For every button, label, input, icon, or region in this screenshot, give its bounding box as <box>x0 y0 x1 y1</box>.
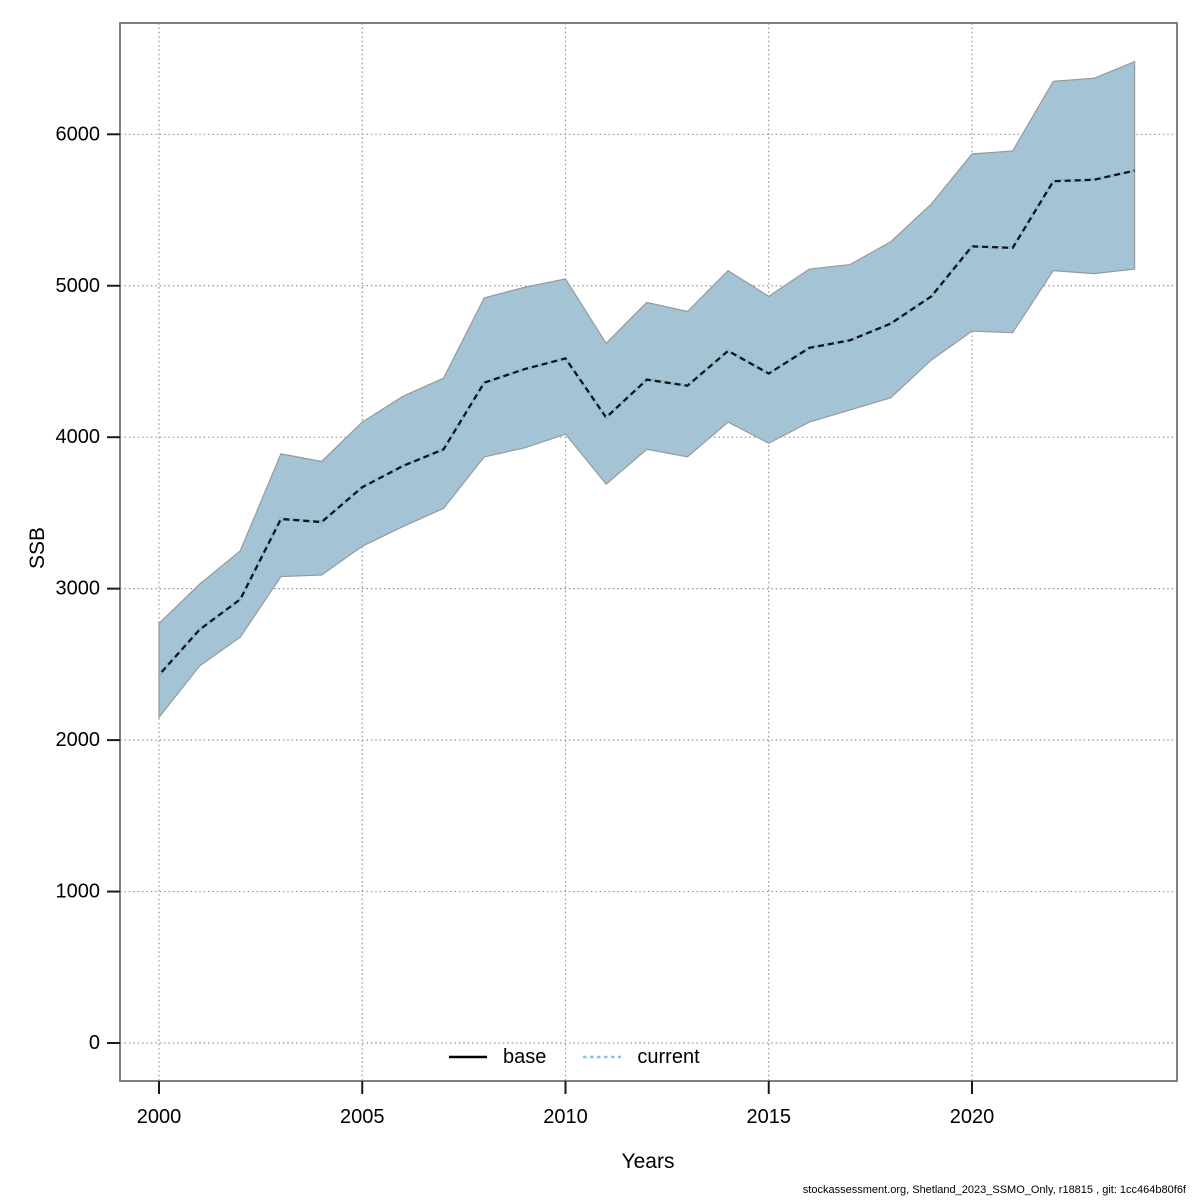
x-tick-label: 2015 <box>747 1106 792 1128</box>
current-line-sample-icon <box>583 1055 622 1059</box>
x-tick-label: 2005 <box>340 1106 385 1128</box>
x-tick-label: 2000 <box>137 1106 182 1128</box>
current-line <box>158 169 1135 676</box>
y-tick-label: 1000 <box>56 881 101 903</box>
x-tick-label: 2020 <box>950 1106 995 1128</box>
y-tick-label: 4000 <box>56 426 101 448</box>
legend-label-base: base <box>503 1046 547 1068</box>
confidence-band <box>158 60 1136 720</box>
chart-legend: base current <box>448 1042 700 1072</box>
x-axis-title: Years <box>621 1150 675 1173</box>
source-attribution: stockassessment.org, Shetland_2023_SSMO_… <box>802 1184 1186 1196</box>
x-tick-label: 2010 <box>543 1106 588 1128</box>
y-tick-label: 3000 <box>56 578 101 600</box>
y-tick-label: 5000 <box>56 275 101 297</box>
legend-label-current: current <box>637 1046 700 1068</box>
y-tick-label: 2000 <box>56 729 101 751</box>
plot-border <box>119 22 1178 1082</box>
y-axis-title: SSB <box>26 526 49 570</box>
y-tick-label: 0 <box>89 1032 100 1054</box>
base-line-sample-icon <box>449 1055 487 1059</box>
y-tick-label: 6000 <box>56 123 101 145</box>
